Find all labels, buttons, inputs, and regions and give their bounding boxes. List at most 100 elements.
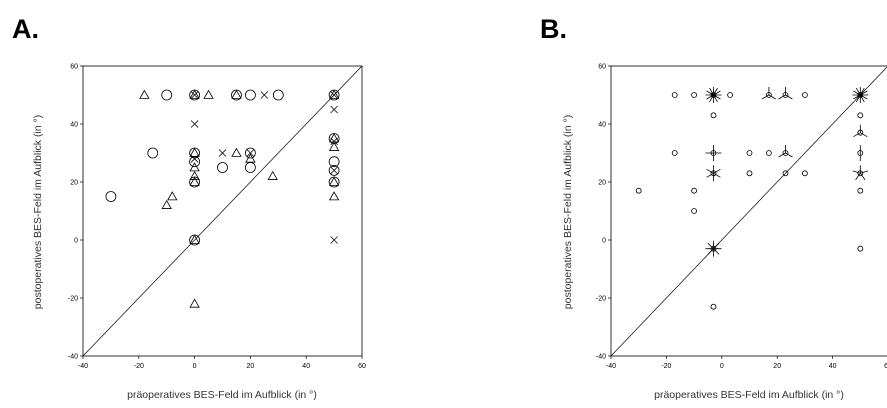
- plot-a-x-tick-label: 20: [247, 363, 255, 370]
- plot-b-y-tick-label: -20: [596, 296, 606, 303]
- plot-b-point-sunflower: [782, 170, 789, 177]
- plot-a-point-x: [330, 236, 338, 244]
- plot-a-point-triangle: [203, 89, 214, 99]
- plot-b-point-sunflower: [671, 150, 678, 156]
- plot-a-point-triangle: [231, 147, 242, 157]
- plot-a-point-circle: [328, 156, 340, 168]
- plot-a-frame: [82, 65, 363, 357]
- plot-b-y-tick-label: 40: [598, 122, 606, 129]
- plot-a-point-x: [246, 149, 255, 157]
- plot-b-point-sunflower: [778, 87, 793, 100]
- plot-b-point-sunflower: [671, 92, 678, 98]
- plot-b-point-sunflower: [691, 92, 697, 98]
- plot-b-point-sunflower: [691, 208, 697, 214]
- plot-a-y-tick-label: 0: [74, 238, 78, 245]
- plot-b-frame: [610, 65, 887, 357]
- plot-a-point-triangle: [328, 191, 340, 201]
- plot-a-point-circle: [105, 191, 117, 202]
- plot-b-point-sunflower: [852, 87, 869, 103]
- plot-a-y-tick-label: 20: [70, 180, 78, 187]
- plot-b-point-sunflower: [691, 187, 697, 194]
- plot-b-x-tick-label: 60: [884, 363, 887, 370]
- plot-b-y-tick-label: 60: [598, 64, 606, 71]
- plot-a-point-triangle: [189, 298, 200, 308]
- plot-a-x-tick-label: 40: [302, 363, 310, 370]
- plot-a-y-tick-label: 60: [70, 64, 78, 71]
- plot-a-point-triangle: [328, 176, 340, 186]
- plot-b-y-tick-label: 20: [598, 180, 606, 187]
- plot-b-point-sunflower: [857, 112, 864, 119]
- plot-a-x-tick-label: 0: [193, 363, 197, 370]
- plot-a-point-triangle: [328, 141, 340, 151]
- panel-label-b: B.: [540, 14, 567, 44]
- plot-a-y-axis-label: postoperatives BES-Feld im Aufblick (in …: [32, 115, 44, 309]
- plot-b-x-tick-label: -40: [606, 363, 616, 370]
- plot-a-point-x: [218, 149, 227, 157]
- plot-b-x-tick-label: 0: [720, 363, 724, 370]
- plot-a-point-circle: [217, 162, 228, 173]
- plot-b-y-tick-label: -40: [596, 354, 606, 361]
- plot-b-x-tick-label: -20: [661, 363, 671, 370]
- plot-b-point-sunflower: [746, 170, 753, 177]
- panel-label-a: A.: [12, 14, 39, 44]
- plot-b-point-sunflower: [710, 112, 717, 119]
- plot-b-point-sunflower: [853, 124, 868, 138]
- plot-a-point-x: [190, 120, 199, 128]
- plot-b-x-tick-label: 40: [829, 363, 837, 370]
- plot-b-x-axis-label: präoperatives BES-Feld im Aufblick (in °…: [654, 389, 844, 401]
- plot-a-point-triangle: [167, 191, 178, 201]
- plot-a-point-x: [330, 166, 338, 175]
- plot-b-point-sunflower: [857, 245, 864, 252]
- plot-a-y-tick-label: -20: [68, 296, 78, 303]
- plot-b-point-sunflower: [727, 92, 734, 98]
- plot-a-point-triangle: [328, 89, 340, 99]
- plot-a-point-circle: [147, 147, 159, 159]
- plot-b-point-sunflower: [802, 170, 808, 177]
- plot-a-x-tick-label: -20: [134, 363, 144, 370]
- plot-b-point-sunflower: [746, 150, 753, 156]
- plot-a-point-x: [190, 155, 199, 163]
- plot-a-point-triangle: [231, 89, 242, 99]
- plot-a-x-axis-label: präoperatives BES-Feld im Aufblick (in °…: [127, 389, 317, 401]
- plot-b-point-sunflower: [705, 87, 722, 103]
- plot-a-point-x: [260, 91, 269, 99]
- plot-b-point-sunflower: [706, 165, 721, 182]
- plot-a-point-circle: [328, 164, 340, 176]
- plot-a-point-triangle: [267, 170, 278, 180]
- plot-b-point-sunflower: [852, 165, 869, 181]
- plot-a-point-triangle: [161, 199, 172, 209]
- plot-b-point-sunflower: [778, 145, 793, 158]
- plot-a-point-circle: [161, 89, 173, 101]
- plot-a-point-circle: [244, 147, 256, 159]
- plot-a-point-triangle: [189, 170, 200, 180]
- plot-b-point-sunflower: [705, 240, 722, 257]
- plot-a-y-tick-label: -40: [68, 354, 78, 361]
- plot-b-marks: -40 -20 0 20 40 60 -40 -20 0 20 40 60: [596, 64, 887, 370]
- plot-a-x-tick-label: 60: [358, 363, 366, 370]
- plot-a-point-x: [330, 137, 338, 146]
- plot-b-reference-line: [610, 66, 887, 357]
- plot-b-y-tick-label: 0: [602, 238, 606, 245]
- plot-a-point-triangle: [189, 176, 200, 186]
- plot-a-point-triangle: [189, 89, 200, 99]
- plot-b-x-tick-label: 20: [773, 363, 781, 370]
- plot-a-point-x: [330, 91, 338, 99]
- plot-a-reference-line: [82, 65, 363, 357]
- plot-b-y-axis-label: postoperatives BES-Feld im Aufblick (in …: [562, 115, 574, 309]
- plot-a-point-x: [190, 91, 199, 99]
- plot-b-point-sunflower: [802, 92, 808, 98]
- plot-a-point-triangle: [245, 153, 256, 163]
- plot-a-y-tick-label: 40: [70, 122, 78, 129]
- plot-a-point-circle: [272, 89, 284, 101]
- plot-b-point-sunflower: [710, 303, 717, 310]
- plot-a-point-circle: [244, 89, 256, 101]
- plot-b-point-sunflower: [857, 187, 864, 194]
- plot-b-point-sunflower: [761, 87, 777, 100]
- plot-b-point-sunflower: [705, 145, 722, 161]
- plot-a-point-triangle: [189, 234, 200, 244]
- plot-b-point-sunflower: [857, 145, 864, 161]
- plot-b-point-sunflower: [765, 150, 772, 156]
- plot-a-marks: -40 -20 0 20 40 60 -40 -20 0 20 40 60: [68, 64, 366, 371]
